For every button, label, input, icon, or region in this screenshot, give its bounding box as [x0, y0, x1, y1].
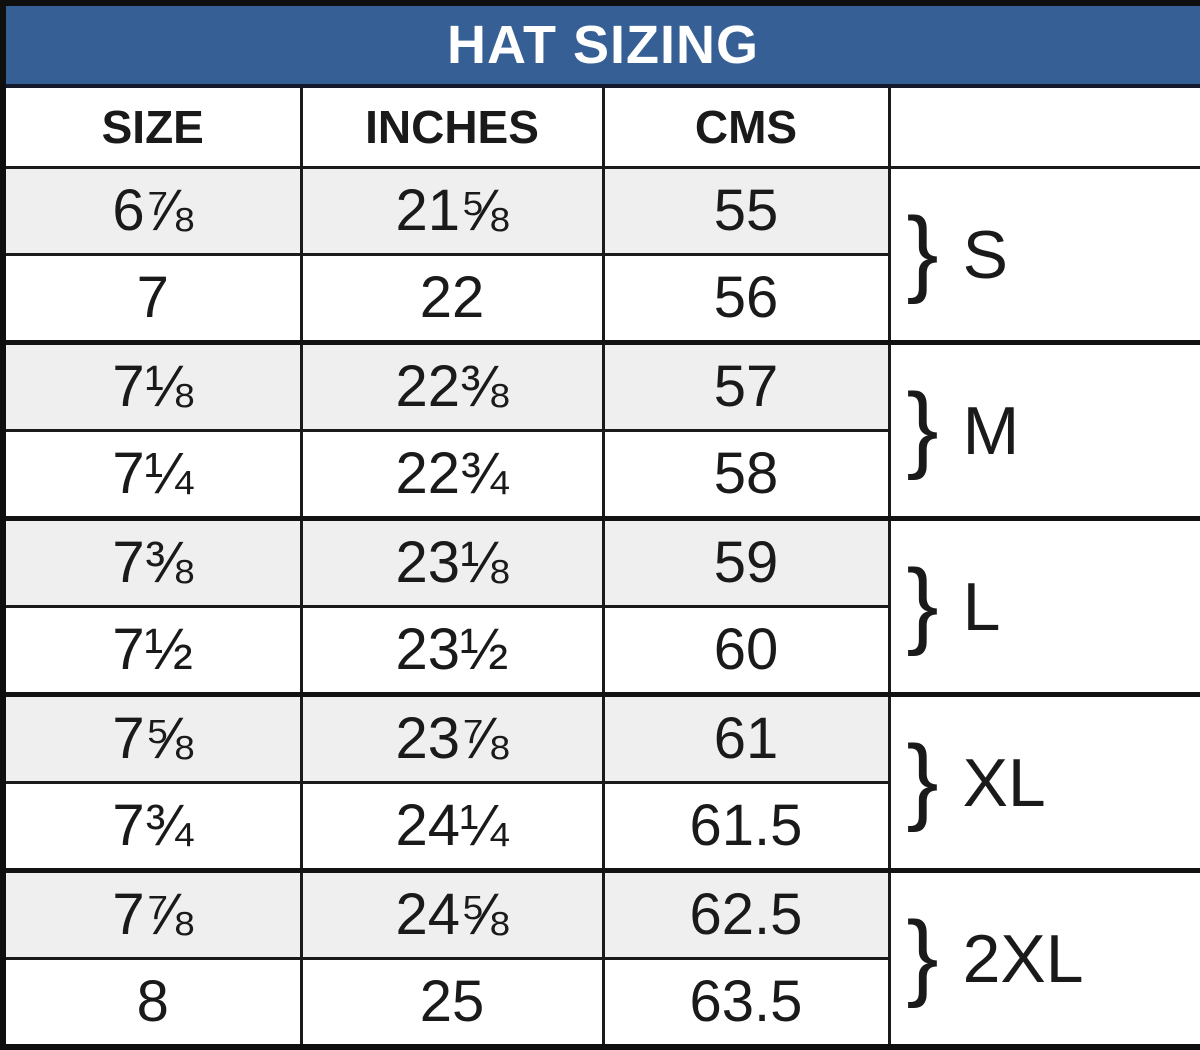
table-row: 6⅞ 21⅝ 55 } S — [1, 166, 1200, 344]
inches-cell: 24¼ — [299, 781, 605, 872]
inches-cell: 23⅛ — [299, 516, 605, 608]
cms-cell: 59 — [601, 516, 891, 608]
cms-cell: 63.5 — [601, 957, 891, 1049]
group-brace-icon: } — [906, 373, 939, 481]
size-cell: 7¼ — [1, 429, 303, 520]
table-row: 7½ 23½ 60 — [1, 605, 1200, 696]
group-brace-icon: } — [906, 725, 939, 833]
table-row: 7⅞ 24⅝ 62.5 } 2XL — [1, 868, 1200, 1049]
size-cell: 7⅜ — [1, 516, 303, 608]
inches-cell: 24⅝ — [299, 868, 605, 960]
column-header-empty — [887, 84, 1200, 169]
group-cell-2xl: } 2XL — [887, 868, 1200, 1049]
table-title-row: HAT SIZING — [1, 1, 1200, 88]
size-cell: 7 — [1, 253, 303, 344]
table-row: 7 22 56 — [1, 253, 1200, 344]
column-header-inches: INCHES — [299, 84, 605, 169]
column-header-cms: CMS — [601, 84, 891, 169]
group-label-l: L — [962, 568, 1001, 645]
group-brace-icon: } — [906, 901, 939, 1009]
inches-cell: 22 — [299, 253, 605, 344]
size-cell: 8 — [1, 957, 303, 1049]
size-cell: 7⅛ — [1, 340, 303, 432]
cms-cell: 60 — [601, 605, 891, 696]
cms-cell: 62.5 — [601, 868, 891, 960]
size-cell: 7⅝ — [1, 692, 303, 784]
group-brace-icon: } — [906, 549, 939, 657]
inches-cell: 23½ — [299, 605, 605, 696]
size-cell: 7½ — [1, 605, 303, 696]
page-title: HAT SIZING — [1, 1, 1200, 88]
group-cell-s: } S — [887, 166, 1200, 344]
group-cell-m: } M — [887, 340, 1200, 520]
inches-cell: 25 — [299, 957, 605, 1049]
inches-cell: 22⅜ — [299, 340, 605, 432]
group-cell-l: } L — [887, 516, 1200, 696]
cms-cell: 61.5 — [601, 781, 891, 872]
size-cell: 6⅞ — [1, 166, 303, 256]
table-row: 7¼ 22¾ 58 — [1, 429, 1200, 520]
group-brace-icon: } — [906, 197, 939, 305]
column-header-row: SIZE INCHES CMS — [1, 84, 1200, 169]
table-row: 7⅝ 23⅞ 61 } XL — [1, 692, 1200, 872]
cms-cell: 57 — [601, 340, 891, 432]
size-cell: 7⅞ — [1, 868, 303, 960]
inches-cell: 21⅝ — [299, 166, 605, 256]
inches-cell: 22¾ — [299, 429, 605, 520]
table-row: 7⅛ 22⅜ 57 } M — [1, 340, 1200, 520]
cms-cell: 61 — [601, 692, 891, 784]
group-label-m: M — [962, 392, 1020, 469]
table-row: 7⅜ 23⅛ 59 } L — [1, 516, 1200, 696]
group-label-xl: XL — [962, 744, 1046, 821]
group-label-2xl: 2XL — [962, 920, 1084, 997]
cms-cell: 55 — [601, 166, 891, 256]
group-cell-xl: } XL — [887, 692, 1200, 872]
table-row: 7¾ 24¼ 61.5 — [1, 781, 1200, 872]
size-cell: 7¾ — [1, 781, 303, 872]
cms-cell: 58 — [601, 429, 891, 520]
group-label-s: S — [962, 216, 1008, 293]
inches-cell: 23⅞ — [299, 692, 605, 784]
cms-cell: 56 — [601, 253, 891, 344]
column-header-size: SIZE — [1, 84, 303, 169]
